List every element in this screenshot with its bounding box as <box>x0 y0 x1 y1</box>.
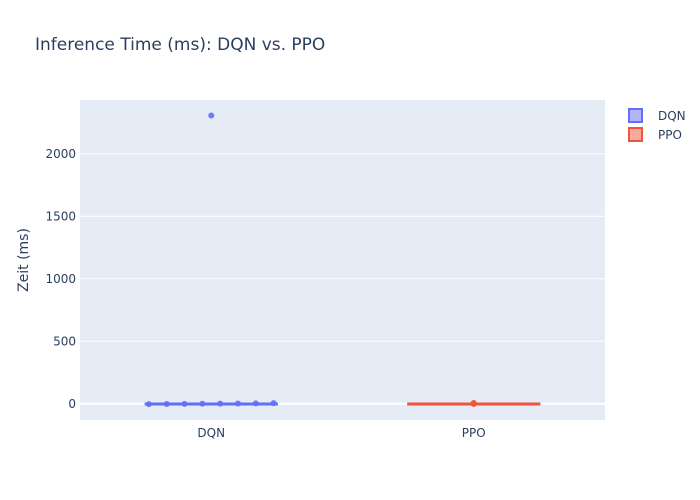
y-tick-label: 1000 <box>45 272 76 286</box>
data-point <box>217 400 224 407</box>
legend-label: PPO <box>658 127 682 142</box>
y-tick-label: 2000 <box>45 147 76 161</box>
y-tick-label: 0 <box>68 397 76 411</box>
legend-swatch <box>628 108 643 123</box>
y-axis-label: Zeit (ms) <box>16 228 32 292</box>
data-point <box>270 400 277 407</box>
data-point <box>181 400 188 407</box>
legend: DQN PPO <box>628 106 686 144</box>
data-point <box>199 400 206 407</box>
data-point <box>163 401 170 407</box>
data-point <box>470 400 477 406</box>
data-point <box>252 400 259 407</box>
y-tick-label: 1500 <box>45 209 76 223</box>
y-tick-label: 500 <box>53 334 76 348</box>
legend-label: DQN <box>658 108 686 123</box>
legend-swatch <box>628 127 643 142</box>
legend-item[interactable]: PPO <box>628 125 686 144</box>
legend-item[interactable]: DQN <box>628 106 686 125</box>
x-tick-label: PPO <box>462 426 486 440</box>
data-point <box>145 401 152 408</box>
chart-title: Inference Time (ms): DQN vs. PPO <box>35 35 326 55</box>
data-point <box>234 400 241 407</box>
plot-background <box>80 100 605 420</box>
x-tick-label: DQN <box>197 426 225 440</box>
data-point <box>208 112 215 119</box>
